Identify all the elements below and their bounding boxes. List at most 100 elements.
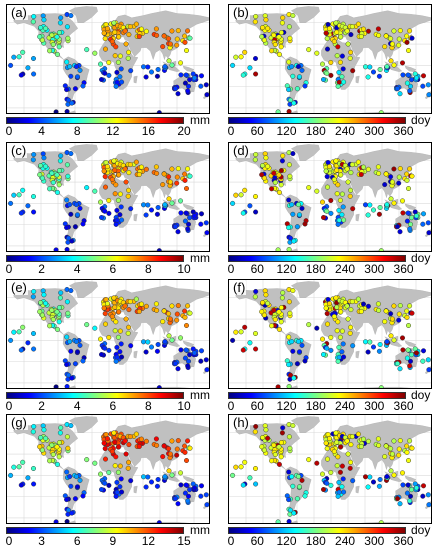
station-point [114,344,120,350]
station-point [106,210,112,216]
station-point [347,55,353,61]
station-point [324,345,330,351]
station-point [175,366,181,372]
station-point [420,483,427,489]
station-point [420,73,427,79]
station-point [143,349,149,355]
station-point [377,341,383,348]
station-point [185,363,191,369]
station-point [314,460,320,466]
station-point [16,192,22,198]
station-point [279,20,285,26]
station-point [404,218,410,224]
station-point [336,69,342,75]
station-point [425,492,431,498]
colorbar-tick-label: 6 [109,262,117,276]
colorbar-d [228,255,406,262]
station-point [280,290,286,296]
station-point [119,217,125,223]
colorbar-ticks-h: 0 60 120 180 240 300 360 [228,535,414,549]
station-point [30,157,36,163]
station-point [286,197,292,203]
station-point [409,215,415,221]
station-point [155,204,161,211]
station-point [68,483,74,489]
station-point [335,358,341,364]
station-point [113,182,119,188]
station-point [57,20,63,26]
land-madagascar [133,213,138,222]
station-point [394,86,401,92]
map-c [6,142,210,252]
station-point [92,460,98,466]
station-point [405,47,412,54]
station-point [154,211,160,217]
station-point [265,435,271,441]
station-point [118,341,124,347]
station-point [391,28,397,34]
station-point [334,463,340,469]
station-point [242,324,248,330]
station-point [376,170,382,176]
station-point [360,164,367,170]
station-point [53,247,59,251]
station-point [242,187,248,193]
station-point [111,295,117,301]
station-point [183,72,189,78]
station-point [336,489,342,495]
station-point [143,74,149,80]
land-madagascar [133,485,138,494]
station-point [133,296,139,302]
land-newGuinea [404,475,417,482]
station-point [54,34,60,40]
colorbar-tick-label: 0 [227,399,235,413]
station-point [404,443,410,449]
station-point [340,476,346,482]
station-point [122,303,128,309]
colorbar-tick-label: 12 [106,124,120,138]
station-point [335,493,341,499]
station-point [106,72,112,78]
station-point [396,36,402,42]
station-point [64,299,70,305]
station-point [339,191,345,197]
station-point [175,501,181,507]
station-point [328,59,334,66]
station-point [117,484,123,490]
station-point [69,510,75,516]
station-point [334,29,340,35]
station-point [172,86,179,92]
land-newGuinea [404,203,417,210]
station-point [276,461,282,467]
station-point [8,62,14,68]
station-point [37,444,43,450]
station-point [388,36,394,42]
station-point [169,337,175,343]
land-antarctica [289,248,412,251]
station-point [247,340,253,346]
colorbar-tick-label: 4 [73,262,81,276]
station-point [320,76,327,83]
station-point [119,79,125,85]
station-point [324,184,331,190]
station-point [25,203,31,209]
station-point [362,202,369,208]
station-point [295,202,301,208]
station-point [118,204,124,210]
station-point [420,83,426,89]
station-point [58,425,64,431]
station-point [233,329,239,335]
station-point [167,316,173,322]
station-point [20,324,26,330]
map-a [6,4,210,114]
station-point [166,196,172,202]
station-point [126,49,132,55]
station-point [126,459,132,465]
station-point [276,34,282,40]
station-point [39,447,45,453]
station-point [376,307,382,313]
station-point [407,166,413,172]
station-point [407,28,413,34]
station-point [183,210,189,216]
station-point [294,361,300,367]
